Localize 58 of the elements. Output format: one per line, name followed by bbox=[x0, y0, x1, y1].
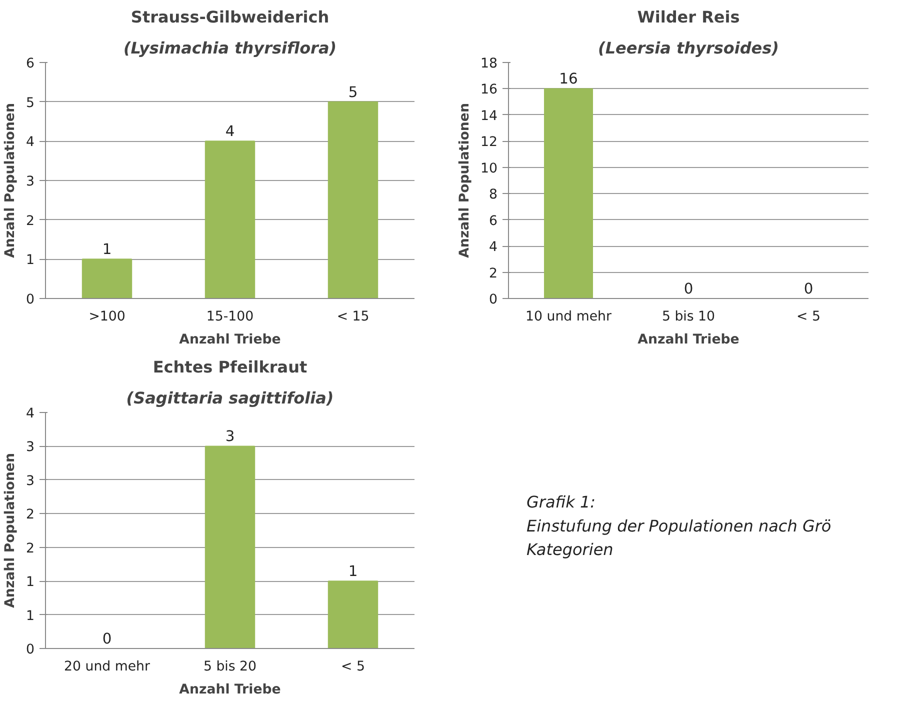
data-label: 4 bbox=[225, 123, 235, 140]
y-axis-title: Anzahl Populationen bbox=[3, 453, 18, 608]
chart-subtitle: (Leersia thyrsoides) bbox=[598, 38, 779, 58]
y-tick-label: 4 bbox=[489, 240, 498, 256]
y-tick-label: 2 bbox=[26, 508, 35, 523]
text: Grafik 1: bbox=[526, 492, 596, 512]
y-tick-label: 1 bbox=[26, 253, 35, 268]
y-tick-label: 1 bbox=[26, 608, 35, 624]
y-tick-label: 0 bbox=[489, 292, 498, 308]
chart-title: Echtes Pfeilkraut bbox=[152, 358, 308, 376]
x-tick-label: < 5 bbox=[796, 310, 820, 324]
data-label: 0 bbox=[684, 280, 694, 298]
x-tick-label: 5 bis 10 bbox=[662, 310, 716, 324]
x-tick-label: 15-100 bbox=[206, 310, 254, 324]
chart-subtitle: (Lysimachia thyrsiflora) bbox=[123, 38, 337, 58]
chart-title: Wilder Reis bbox=[637, 8, 740, 26]
data-label: 5 bbox=[348, 84, 358, 101]
y-tick-label: 10 bbox=[480, 161, 498, 176]
text: Einstufung der Populationen nach Grö bbox=[526, 516, 832, 536]
x-tick-label: < 5 bbox=[341, 660, 365, 674]
x-tick-label: 20 und mehr bbox=[64, 660, 150, 674]
x-tick-label: < 15 bbox=[336, 310, 370, 324]
y-tick-label: 6 bbox=[26, 56, 35, 72]
data-label: 1 bbox=[102, 241, 112, 258]
chart-title: Strauss-Gilbweiderich bbox=[130, 8, 330, 26]
data-label: 1 bbox=[348, 563, 358, 580]
data-label: 0 bbox=[102, 630, 112, 648]
y-axis-title: Anzahl Populationen bbox=[3, 103, 18, 258]
y-tick-label: 5 bbox=[26, 96, 35, 111]
x-axis-title: Anzahl Triebe bbox=[179, 332, 281, 348]
y-tick-label: 0 bbox=[26, 292, 35, 308]
y-tick-label: 14 bbox=[480, 108, 498, 124]
x-tick-label: 5 bis 20 bbox=[203, 660, 257, 674]
y-tick-label: 3 bbox=[26, 440, 35, 456]
y-axis-title: Anzahl Populationen bbox=[458, 103, 473, 258]
y-tick-label: 3 bbox=[26, 474, 35, 489]
y-tick-label: 0 bbox=[26, 642, 35, 658]
y-tick-label: 8 bbox=[489, 188, 498, 203]
y-tick-label: 2 bbox=[489, 266, 498, 282]
x-axis-title: Anzahl Triebe bbox=[179, 682, 281, 698]
data-label: 0 bbox=[804, 280, 814, 298]
data-label: 3 bbox=[225, 428, 235, 446]
x-axis-title: Anzahl Triebe bbox=[638, 332, 740, 348]
y-tick-label: 16 bbox=[480, 82, 498, 98]
y-tick-label: 18 bbox=[480, 56, 498, 72]
y-tick-label: 4 bbox=[26, 135, 35, 150]
y-tick-label: 1 bbox=[26, 575, 35, 590]
y-tick-label: 2 bbox=[26, 541, 35, 556]
data-label: 16 bbox=[559, 70, 578, 88]
y-tick-label: 4 bbox=[26, 406, 35, 422]
y-tick-label: 12 bbox=[480, 135, 498, 150]
text: Kategorien bbox=[526, 540, 614, 559]
x-tick-label: >100 bbox=[88, 310, 126, 324]
y-tick-label: 6 bbox=[489, 214, 498, 229]
chart-subtitle: (Sagittaria sagittifolia) bbox=[126, 388, 334, 408]
y-tick-label: 2 bbox=[26, 214, 35, 229]
x-tick-label: 10 und mehr bbox=[526, 310, 612, 324]
y-tick-label: 3 bbox=[26, 174, 35, 190]
